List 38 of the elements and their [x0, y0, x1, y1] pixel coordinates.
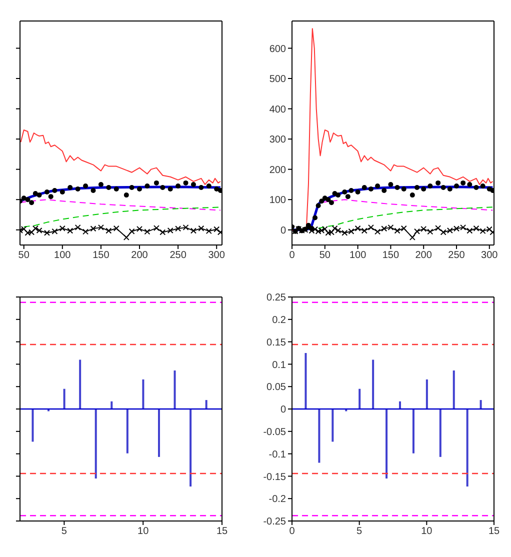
- x-tick-label: 250: [170, 250, 187, 262]
- x-tick-label: 50: [18, 250, 30, 262]
- y-tick-label: 500: [269, 74, 286, 86]
- y-tick-label: 300: [269, 134, 286, 146]
- y-tick-label: 0.05: [266, 382, 286, 394]
- y-tick-label: 600: [269, 44, 286, 55]
- y-tick-label: 100: [269, 195, 286, 206]
- x-tick-label: 100: [349, 250, 367, 262]
- x-tick-label: 15: [488, 526, 500, 538]
- y-tick-label: 200: [269, 164, 286, 176]
- x-tick-label: 300: [481, 250, 498, 262]
- x-tick-label: 10: [421, 526, 433, 538]
- x-tick-label: 200: [131, 250, 148, 262]
- y-tick-label: 0.2: [272, 314, 286, 326]
- y-tick-label: -0.15: [263, 472, 286, 483]
- x-tick-label: 5: [61, 526, 68, 538]
- x-tick-label: 250: [448, 250, 466, 262]
- x-tick-label: 150: [92, 250, 110, 262]
- x-tick-label: 50: [319, 250, 331, 262]
- y-tick-label: -0.1: [268, 449, 286, 460]
- x-tick-label: 0: [289, 250, 296, 262]
- y-tick-label: 0.25: [266, 292, 286, 304]
- y-tick-label: -0.05: [263, 426, 286, 438]
- y-tick-label: -0.2: [268, 494, 286, 506]
- x-tick-label: 0: [289, 526, 296, 538]
- x-tick-label: 150: [382, 250, 400, 262]
- x-tick-label: 300: [208, 250, 226, 262]
- x-tick-label: 10: [138, 526, 150, 538]
- y-tick-label: 0: [280, 225, 286, 236]
- y-tick-label: 0: [280, 404, 286, 416]
- y-tick-label: 0.1: [272, 360, 286, 371]
- y-tick-label: -0.25: [263, 516, 286, 528]
- x-tick-label: 100: [54, 250, 72, 262]
- y-tick-label: 400: [269, 104, 286, 116]
- x-tick-label: 200: [415, 250, 432, 262]
- x-tick-label: 15: [216, 526, 228, 538]
- x-tick-label: 5: [356, 526, 363, 538]
- y-tick-label: 0.15: [266, 337, 286, 348]
